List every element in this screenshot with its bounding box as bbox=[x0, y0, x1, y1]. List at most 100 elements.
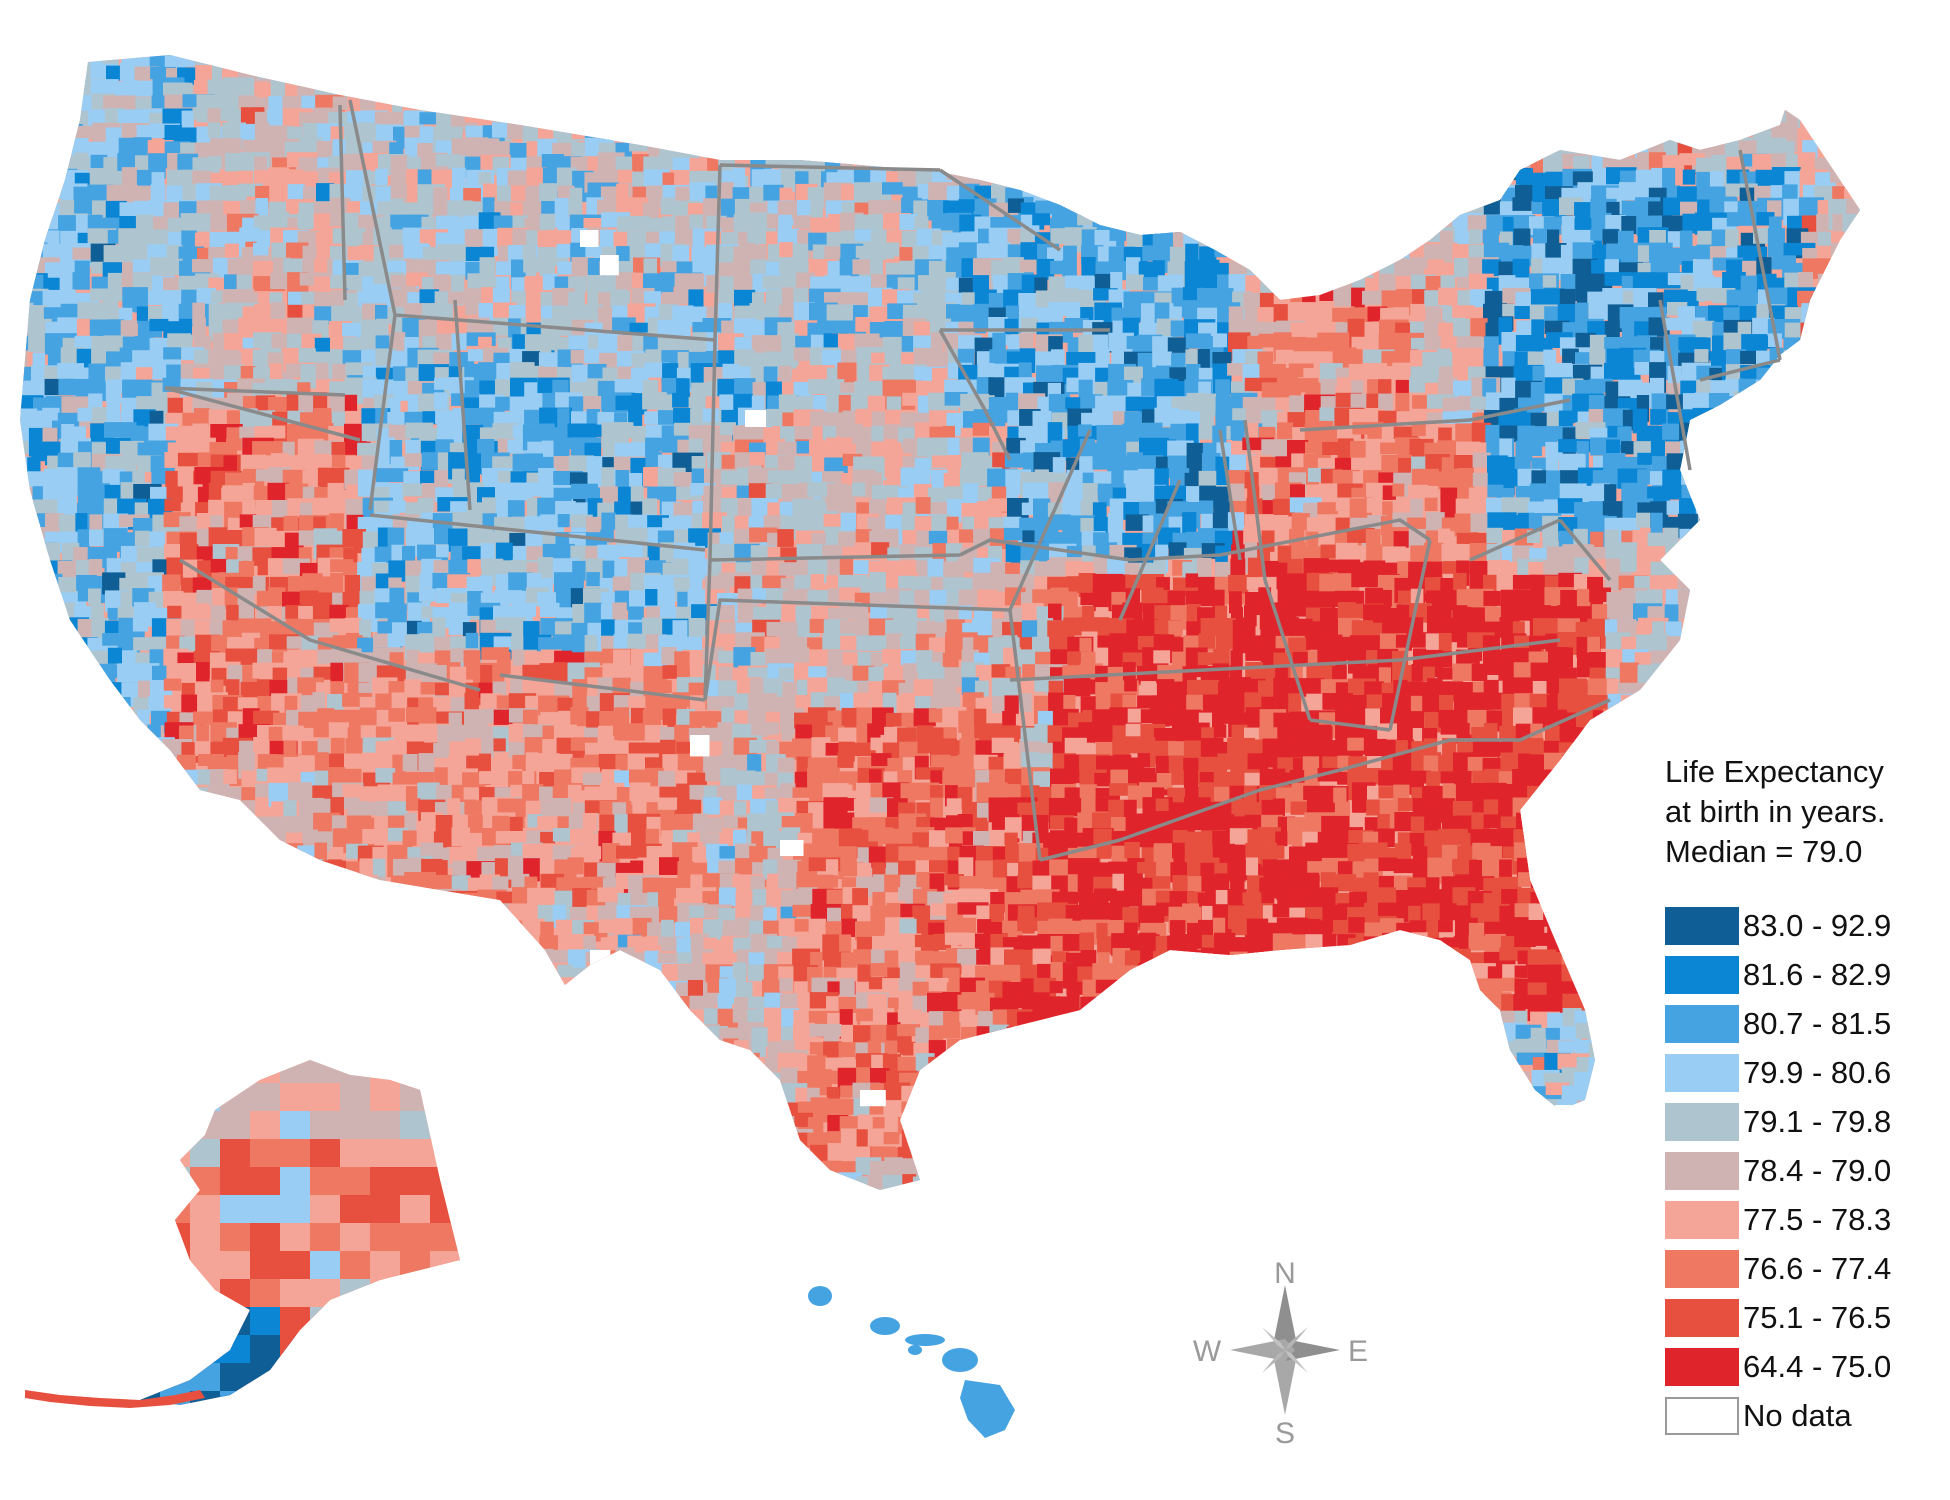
county-cell bbox=[1708, 55, 1729, 80]
county-cell bbox=[1859, 141, 1860, 167]
county-cell bbox=[1422, 66, 1447, 94]
county-cell bbox=[1229, 79, 1252, 102]
county-cell bbox=[1799, 55, 1826, 70]
county-cell bbox=[1424, 142, 1439, 170]
county-cell bbox=[346, 484, 360, 499]
county-cell bbox=[961, 110, 979, 139]
county-cell bbox=[1427, 182, 1456, 211]
county-cell bbox=[150, 184, 166, 201]
county-cell bbox=[525, 55, 541, 67]
county-cell bbox=[1261, 182, 1280, 197]
county-cell bbox=[237, 257, 252, 275]
county-cell bbox=[568, 199, 582, 215]
county-cell bbox=[1167, 65, 1192, 87]
county-cell bbox=[1214, 199, 1238, 218]
county-cell bbox=[1257, 157, 1286, 183]
county-cell bbox=[1273, 212, 1292, 245]
county-cell bbox=[662, 55, 689, 65]
county-cell bbox=[1767, 66, 1797, 97]
county-cell bbox=[1753, 411, 1770, 425]
county-cell bbox=[691, 456, 706, 469]
county-cell bbox=[1650, 633, 1669, 652]
county-cell bbox=[1167, 107, 1192, 134]
county-cell bbox=[1228, 574, 1249, 594]
county-cell bbox=[1693, 109, 1707, 136]
county-cell bbox=[1739, 111, 1772, 131]
county-cell bbox=[1216, 62, 1249, 79]
county-cell bbox=[1187, 107, 1213, 128]
county-cell bbox=[1392, 483, 1405, 497]
county-cell bbox=[1215, 55, 1230, 76]
county-cell bbox=[1199, 66, 1216, 96]
county-cell bbox=[1392, 200, 1413, 233]
county-cell bbox=[1247, 122, 1265, 154]
county-cell bbox=[1439, 81, 1453, 104]
county-cell bbox=[1588, 304, 1605, 320]
county-cell bbox=[1289, 55, 1313, 67]
county-cell bbox=[1844, 229, 1858, 251]
county-cell bbox=[856, 92, 889, 120]
county-cell bbox=[1843, 305, 1859, 334]
county-cell bbox=[658, 110, 681, 123]
county-cell bbox=[1692, 592, 1724, 620]
county-cell bbox=[1155, 153, 1179, 172]
county-cell bbox=[1812, 487, 1826, 513]
county-cell bbox=[647, 125, 660, 144]
county-cell bbox=[1291, 124, 1314, 156]
county-cell bbox=[1816, 380, 1847, 410]
county-cell bbox=[1170, 78, 1190, 100]
county-cell bbox=[526, 112, 545, 129]
county-cell bbox=[1831, 484, 1850, 510]
county-cell bbox=[553, 62, 577, 94]
county-cell bbox=[1847, 262, 1860, 289]
county-cell bbox=[1741, 618, 1761, 647]
county-cell bbox=[1863, 64, 1876, 81]
county-cell bbox=[976, 92, 999, 126]
county-cell bbox=[1242, 168, 1274, 195]
county-cell bbox=[1409, 96, 1442, 121]
county-cell bbox=[362, 66, 389, 95]
county-cell bbox=[437, 63, 469, 82]
county-cell bbox=[1832, 632, 1860, 655]
county-cell bbox=[1412, 142, 1432, 158]
county-cell bbox=[1229, 227, 1256, 249]
county-cell bbox=[1590, 67, 1622, 84]
county-cell bbox=[1844, 337, 1860, 362]
county-cell bbox=[1812, 302, 1842, 335]
county-cell bbox=[1394, 127, 1425, 146]
county-cell bbox=[930, 137, 952, 159]
county-cell bbox=[1832, 602, 1858, 624]
county-cell bbox=[748, 97, 772, 110]
county-cell bbox=[1512, 197, 1532, 211]
county-cell bbox=[1829, 497, 1860, 516]
county-cell bbox=[1261, 77, 1285, 101]
county-cell bbox=[1727, 545, 1752, 572]
county-cell bbox=[387, 603, 407, 624]
county-cell bbox=[1274, 153, 1291, 186]
county-cell bbox=[57, 647, 76, 661]
county-cell bbox=[117, 109, 142, 124]
county-cell bbox=[616, 94, 639, 118]
county-cell bbox=[1347, 186, 1374, 211]
county-cell bbox=[1816, 393, 1842, 422]
county-cell bbox=[29, 171, 53, 191]
county-cell bbox=[1168, 96, 1195, 109]
county-cell bbox=[1395, 94, 1415, 113]
county-cell bbox=[1602, 81, 1626, 109]
county-cell bbox=[1456, 137, 1484, 170]
county-cell bbox=[1291, 137, 1316, 158]
county-cell bbox=[1394, 157, 1427, 175]
county-cell bbox=[314, 258, 328, 273]
county-cell bbox=[1380, 126, 1402, 140]
county-cell bbox=[1124, 187, 1153, 212]
county-cell bbox=[481, 65, 506, 97]
county-cell bbox=[1770, 484, 1796, 512]
county-cell bbox=[1738, 455, 1758, 470]
county-cell bbox=[747, 55, 763, 79]
county-cell bbox=[1304, 142, 1333, 176]
county-cell bbox=[1830, 260, 1854, 293]
county-cell bbox=[20, 172, 40, 200]
county-cell bbox=[1393, 140, 1421, 156]
county-cell bbox=[1154, 468, 1169, 487]
county-cell bbox=[20, 201, 36, 216]
